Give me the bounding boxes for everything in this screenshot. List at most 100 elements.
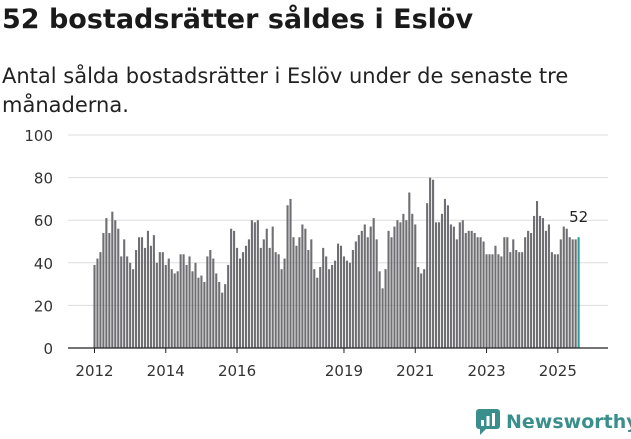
bar xyxy=(488,254,491,348)
bar xyxy=(244,245,248,348)
bar xyxy=(384,269,387,348)
bar xyxy=(200,275,203,348)
bar xyxy=(426,203,429,348)
bar xyxy=(533,215,536,348)
bar xyxy=(336,243,340,348)
bar xyxy=(494,245,497,348)
gridlines xyxy=(68,134,608,306)
bar xyxy=(372,218,375,348)
bar xyxy=(512,239,515,348)
bar xyxy=(105,218,108,348)
bar xyxy=(215,273,218,348)
bar xyxy=(313,269,316,348)
bar xyxy=(161,252,164,348)
bar xyxy=(185,264,188,348)
bar xyxy=(135,250,138,348)
bar xyxy=(387,230,390,348)
bar xyxy=(503,237,506,348)
bar xyxy=(206,256,209,348)
bar xyxy=(182,254,185,348)
bar xyxy=(212,258,215,348)
newsworthy-logo-icon xyxy=(476,409,500,435)
bar xyxy=(432,179,435,348)
y-tick-label: 40 xyxy=(34,255,53,273)
bar xyxy=(515,250,518,348)
bar xyxy=(396,220,399,348)
x-tick-label: 2014 xyxy=(147,362,185,380)
bar xyxy=(203,281,206,348)
bar xyxy=(126,256,129,348)
bar xyxy=(197,277,200,348)
bar xyxy=(491,254,494,348)
bar xyxy=(339,245,343,348)
bar xyxy=(550,252,553,348)
bar xyxy=(158,252,161,348)
y-tick-label: 20 xyxy=(34,297,53,315)
bar xyxy=(123,239,126,348)
bar xyxy=(93,264,96,348)
bar xyxy=(268,247,271,348)
bar xyxy=(354,241,357,348)
y-tick-label: 80 xyxy=(34,170,53,188)
bar xyxy=(535,201,539,348)
bar xyxy=(443,198,447,348)
bar xyxy=(509,252,512,348)
axes: 0 20 40 60 80 100 2012 2014 2016 2019 2021 2023 2025… xyxy=(24,127,608,380)
bar xyxy=(351,250,354,348)
bar xyxy=(271,226,274,348)
bar xyxy=(152,235,155,348)
bar xyxy=(283,258,286,348)
bar xyxy=(253,222,256,348)
bar xyxy=(476,237,479,348)
bar xyxy=(357,235,360,348)
y-tick-label: 60 xyxy=(34,212,53,230)
bar xyxy=(149,245,152,348)
bar xyxy=(259,247,262,348)
bar xyxy=(221,292,224,348)
bar xyxy=(568,237,571,348)
bar xyxy=(328,269,331,348)
y-tick-label: 100 xyxy=(24,127,53,145)
brand-logo: Newsworthy xyxy=(476,406,631,438)
bar xyxy=(405,220,408,348)
x-tick-label: 2012 xyxy=(75,362,113,380)
bar xyxy=(479,237,482,348)
bar xyxy=(565,228,568,348)
bar xyxy=(218,281,221,348)
x-tick-label: 2025 xyxy=(539,362,577,380)
bar xyxy=(467,230,470,348)
bar xyxy=(414,224,417,348)
bar xyxy=(307,250,310,348)
bar xyxy=(120,256,123,348)
bar xyxy=(402,213,405,348)
latest-value-label: 52 xyxy=(569,208,588,226)
bar xyxy=(140,237,144,348)
bar xyxy=(530,232,533,348)
bar xyxy=(301,224,304,348)
bar xyxy=(440,213,444,348)
bar xyxy=(102,232,105,348)
bar xyxy=(524,237,527,348)
bar xyxy=(146,230,150,348)
bars xyxy=(93,177,580,348)
bar xyxy=(381,288,384,348)
chart-title: 52 bostadsrätter såldes i Eslöv xyxy=(2,4,474,35)
bar xyxy=(188,256,191,348)
bar xyxy=(559,239,562,348)
bar xyxy=(331,264,334,348)
bar xyxy=(170,269,173,348)
bar xyxy=(298,237,301,348)
bar xyxy=(556,254,559,348)
bar xyxy=(325,256,328,348)
bar xyxy=(233,230,236,348)
bar xyxy=(230,228,233,348)
bar xyxy=(544,230,547,348)
bar xyxy=(366,237,369,348)
bar xyxy=(310,239,313,348)
x-tick-label: 2019 xyxy=(325,362,363,380)
bar xyxy=(194,262,197,348)
bar xyxy=(179,254,182,348)
bar xyxy=(96,258,99,348)
bar xyxy=(173,273,176,348)
bar xyxy=(241,252,245,348)
